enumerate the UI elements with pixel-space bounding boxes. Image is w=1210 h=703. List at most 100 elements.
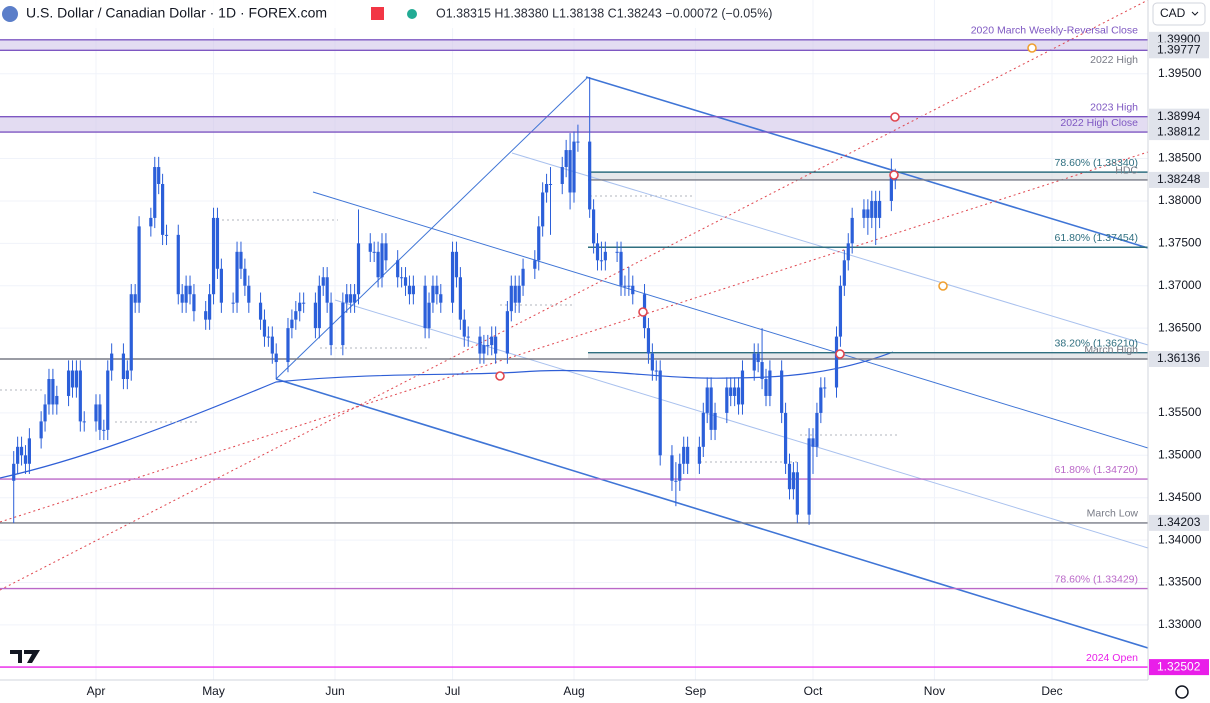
candle-body	[603, 251, 607, 261]
marker	[890, 112, 900, 122]
candle-body	[682, 446, 686, 464]
candle-body	[298, 302, 302, 312]
candle-body	[544, 183, 549, 193]
currency: CAD	[1160, 6, 1186, 20]
candle-body	[752, 353, 756, 371]
level-label: 78.60% (1.33429)	[1055, 573, 1138, 585]
y-tick-label: 1.38500	[1158, 151, 1202, 165]
candle-body	[650, 353, 654, 371]
candle-body	[462, 319, 466, 337]
level-label: HDC	[1115, 165, 1138, 177]
y-tick-label: 1.34000	[1158, 532, 1202, 546]
settings-icon[interactable]	[1175, 685, 1189, 699]
candle-body	[215, 217, 220, 269]
candle-body	[23, 455, 28, 464]
candle-body	[98, 404, 102, 430]
axes: Apr May Jun Jul Aug Sep Oct Nov Dec 1.33000 1.3350…	[87, 31, 1209, 698]
marker	[938, 281, 948, 291]
candle-body	[740, 370, 745, 405]
candle-body	[423, 285, 427, 329]
logo[interactable]	[10, 650, 40, 663]
y-tick-label: 1.36500	[1158, 320, 1202, 334]
price-tag-label: 1.32502	[1157, 659, 1201, 673]
candle-body	[548, 183, 553, 185]
candle-body	[78, 370, 82, 422]
candle-body	[439, 294, 443, 303]
candle-body	[341, 302, 345, 346]
candle-body	[874, 200, 878, 218]
markers	[495, 43, 1037, 381]
candle-body	[157, 167, 161, 184]
candle-body	[780, 370, 784, 413]
candle-body	[878, 200, 882, 218]
swing-line	[275, 76, 589, 380]
candle-body	[787, 463, 792, 490]
candle-body	[110, 353, 114, 371]
candle-body	[153, 167, 157, 218]
price-tag-label: 1.38248	[1157, 172, 1201, 186]
price-tag	[1149, 514, 1209, 531]
candle-body	[576, 141, 580, 143]
candle-body	[286, 328, 290, 363]
candle-body	[70, 370, 75, 388]
candle-body	[678, 463, 682, 481]
candle-body	[889, 174, 893, 201]
candle-body	[325, 277, 329, 303]
candle-body	[478, 336, 482, 354]
price-tag	[1149, 124, 1209, 141]
candle-body	[834, 336, 839, 388]
candle-body	[400, 277, 404, 279]
candle-body	[368, 243, 372, 252]
candle-body	[74, 370, 79, 388]
candle-body	[294, 311, 298, 320]
candle-body	[729, 387, 733, 396]
candle-body	[176, 234, 180, 295]
candle-body	[349, 294, 353, 303]
currency-select[interactable]	[1152, 2, 1206, 26]
candle-body	[466, 336, 470, 338]
candle-body	[490, 336, 494, 346]
candle-body	[764, 379, 768, 396]
candle-body	[313, 302, 318, 329]
marker	[889, 170, 899, 180]
candle-body	[243, 268, 247, 286]
x-tick-label: Jun	[325, 684, 344, 698]
candle-body	[427, 302, 431, 329]
grid	[0, 0, 1148, 680]
price-tag	[1149, 171, 1209, 188]
candle-body	[842, 260, 846, 286]
channel-upper	[585, 76, 1149, 249]
candle-body	[866, 209, 870, 218]
slope-line	[0, 0, 1149, 591]
candle-body	[795, 472, 799, 515]
candle-body	[396, 260, 400, 278]
flag[interactable]	[371, 7, 384, 20]
candle-body	[823, 387, 827, 389]
candle-body	[380, 243, 384, 278]
candle-body	[627, 285, 631, 287]
candle-body	[686, 446, 690, 464]
candle-body	[164, 234, 169, 236]
candle-body	[188, 285, 192, 295]
level-band	[588, 352, 1148, 359]
candle-body	[619, 251, 623, 286]
candle-body	[431, 285, 435, 303]
candle-body	[862, 209, 866, 218]
candle-body	[791, 472, 796, 490]
y-tick-label: 1.37500	[1158, 236, 1202, 250]
level-label: 2022 High Close	[1060, 117, 1138, 129]
candle-body	[658, 370, 662, 456]
candle-body	[102, 429, 106, 431]
candle-body	[258, 302, 263, 320]
candle-body	[208, 294, 212, 320]
annotation: 2022 High	[1090, 54, 1138, 66]
candle-body	[106, 370, 110, 430]
candle-body	[27, 438, 31, 464]
candle-body	[870, 200, 874, 218]
candle-body	[66, 370, 71, 396]
price-tag-label: 1.39777	[1157, 42, 1201, 56]
candle-body	[94, 404, 98, 422]
price-tag	[1149, 350, 1209, 367]
candle-body	[302, 302, 306, 304]
